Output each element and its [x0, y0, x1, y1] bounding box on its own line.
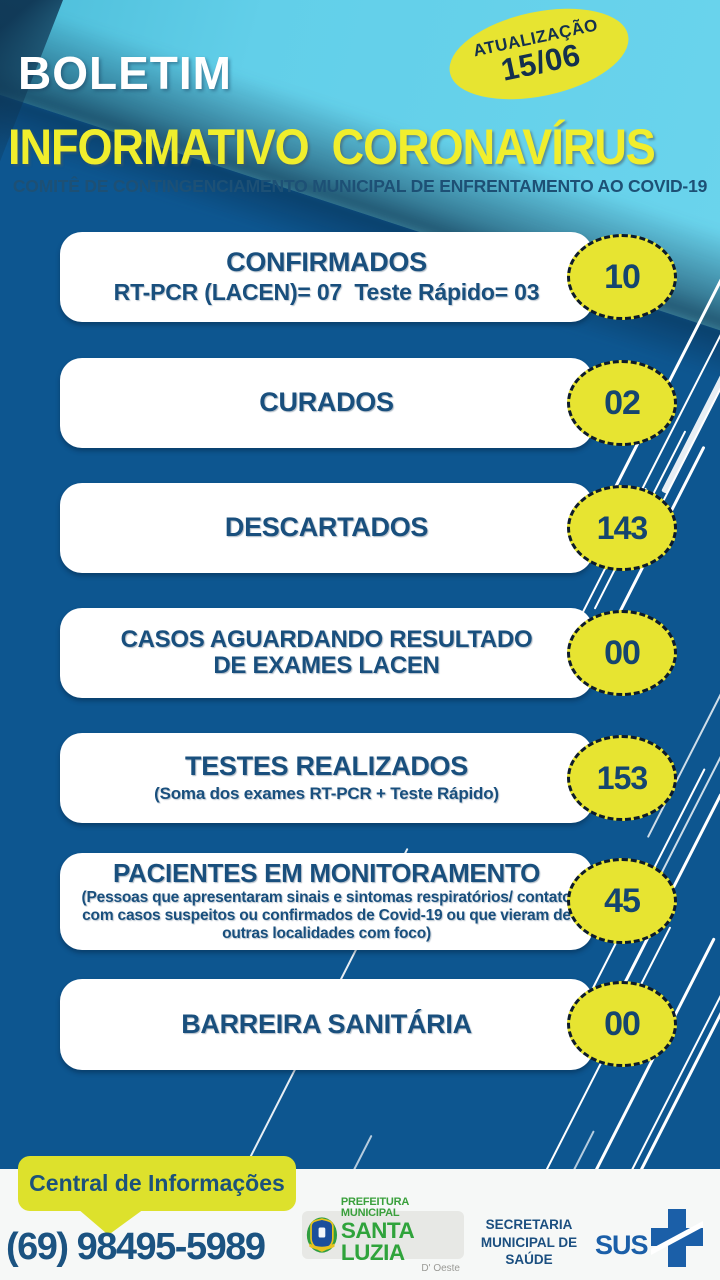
count-badge-monitoramento: 45 [567, 858, 677, 944]
sus-logo: SUS [595, 1207, 704, 1269]
card-subtitle: RT-PCR (LACEN)= 07 Teste Rápido= 03 [113, 279, 540, 306]
card-descartados: DESCARTADOS [60, 483, 593, 573]
card-title: CONFIRMADOS [226, 246, 427, 277]
count-value: 00 [604, 633, 641, 672]
prefeitura-logo-text: PREFEITURA MUNICIPAL SANTA LUZIA D' Oest… [340, 1195, 460, 1274]
card-title: TESTES REALIZADOS [185, 751, 468, 782]
prefeitura-line2: SANTA LUZIA [340, 1217, 414, 1265]
count-value: 10 [604, 257, 641, 296]
card-title: CURADOS [259, 387, 394, 418]
info-center-bubble: Central de Informações [18, 1156, 296, 1211]
card-subtitle: (Pessoas que apresentaram sinais e sinto… [81, 888, 572, 943]
card-curados: CURADOS [60, 358, 593, 448]
count-badge-testes: 153 [567, 735, 677, 821]
card-title: DESCARTADOS [224, 512, 429, 543]
card-title: BARREIRA SANITÁRIA [181, 1008, 472, 1039]
sus-cross-icon [650, 1209, 703, 1267]
prefeitura-line3: D' Oeste [421, 1262, 460, 1274]
prefeitura-line1: PREFEITURA MUNICIPAL [340, 1195, 409, 1219]
card-confirmados: CONFIRMADOS RT-PCR (LACEN)= 07 Teste Ráp… [60, 232, 593, 322]
secretaria-saude-label: SECRETARIA MUNICIPAL DE SAÚDE [480, 1217, 578, 1268]
card-title: PACIENTES EM MONITORAMENTO [112, 858, 540, 889]
phone-number: (69) 98495-5989 [6, 1226, 266, 1268]
count-value: 143 [596, 509, 648, 546]
count-badge-aguardando: 00 [567, 610, 677, 696]
page-title-boletim: BOLETIM [18, 47, 232, 99]
card-barreira-sanitaria: BARREIRA SANITÁRIA [60, 979, 593, 1070]
card-subtitle: (Soma dos exames RT-PCR + Teste Rápido) [154, 783, 499, 803]
count-badge-confirmados: 10 [567, 234, 677, 320]
committee-line: COMITÊ DE CONTINGENCIAMENTO MUNICIPAL DE… [12, 176, 708, 196]
info-center-label: Central de Informações [29, 1170, 285, 1196]
card-title: CASOS AGUARDANDO RESULTADO DE EXAMES LAC… [120, 625, 533, 679]
count-value: 45 [604, 881, 641, 920]
count-badge-descartados: 143 [567, 485, 677, 571]
card-testes-realizados: TESTES REALIZADOS (Soma dos exames RT-PC… [60, 733, 593, 823]
sus-logo-text: SUS [595, 1229, 649, 1260]
municipal-coat-of-arms-icon [306, 1217, 338, 1253]
count-badge-barreira: 00 [567, 981, 677, 1067]
prefeitura-logo: PREFEITURA MUNICIPAL SANTA LUZIA D' Oest… [302, 1196, 464, 1273]
card-pacientes-monitoramento: PACIENTES EM MONITORAMENTO (Pessoas que … [60, 853, 593, 950]
count-value: 02 [604, 383, 641, 422]
count-value: 153 [596, 759, 648, 796]
count-value: 00 [604, 1004, 641, 1043]
card-aguardando-resultado: CASOS AGUARDANDO RESULTADO DE EXAMES LAC… [60, 608, 593, 698]
page-title-informativo: INFORMATIVO CORONAVÍRUS [8, 118, 656, 176]
count-badge-curados: 02 [567, 360, 677, 446]
